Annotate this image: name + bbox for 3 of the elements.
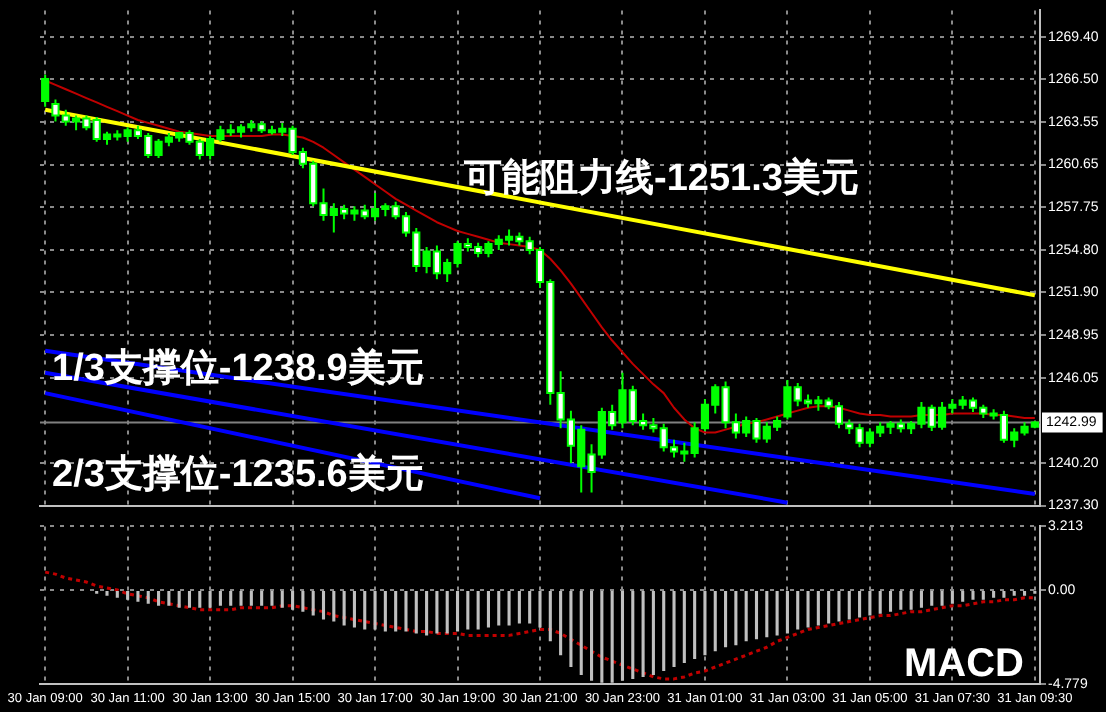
line-series (43, 570, 1037, 681)
annotation: MACD (904, 642, 1024, 686)
annotation: 可能阻力线-1251.3美元 (462, 156, 859, 200)
